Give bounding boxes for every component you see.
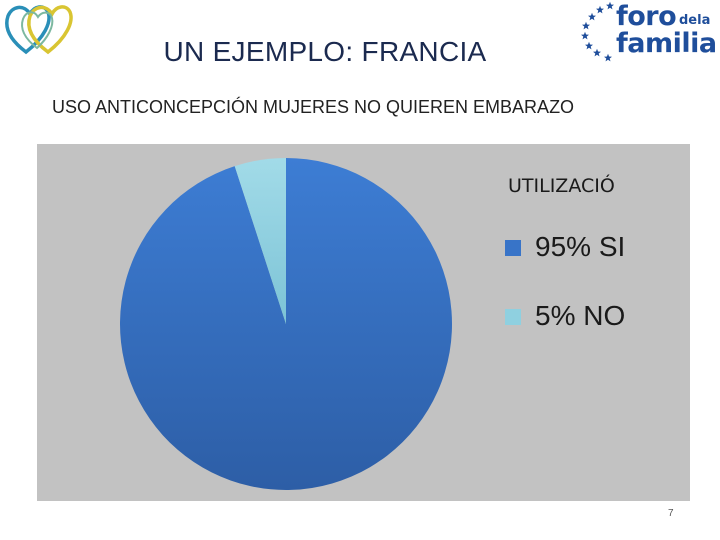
logo-foro-text: foro [616, 1, 677, 32]
star-icon [596, 5, 604, 14]
pie-slice-si [119, 158, 452, 491]
slide-subtitle: USO ANTICONCEPCIÓN MUJERES NO QUIEREN EM… [52, 97, 575, 117]
legend-label-no: 5% NO [535, 300, 626, 331]
star-icon [604, 53, 612, 62]
star-icon [581, 31, 589, 40]
logo-familia-text: familia [616, 28, 717, 59]
foro-familia-logo: foro dela familia [580, 0, 720, 66]
pie-chart-svg [119, 158, 452, 491]
star-icon [593, 48, 601, 57]
star-icon [588, 12, 596, 21]
logo-dela-text: dela [679, 13, 711, 28]
pie-slice-no [234, 158, 286, 324]
legend-swatch-si [505, 240, 521, 256]
legend-title: UTILIZACIÓ [508, 175, 615, 197]
legend-label-si: 95% SI [535, 231, 626, 262]
star-icon [582, 21, 590, 30]
slide-title: UN EJEMPLO: FRANCIA [163, 36, 487, 67]
pie-chart: UTILIZACIÓ 95% SI 5% NO [37, 144, 690, 501]
legend-swatch-no [505, 309, 521, 325]
star-icon [606, 1, 614, 10]
hearts-logo-icon [5, 5, 73, 55]
page-number: 7 [668, 508, 674, 519]
hearts-logo [2, 2, 78, 56]
star-icon [585, 41, 593, 50]
stars-icon [581, 1, 614, 62]
